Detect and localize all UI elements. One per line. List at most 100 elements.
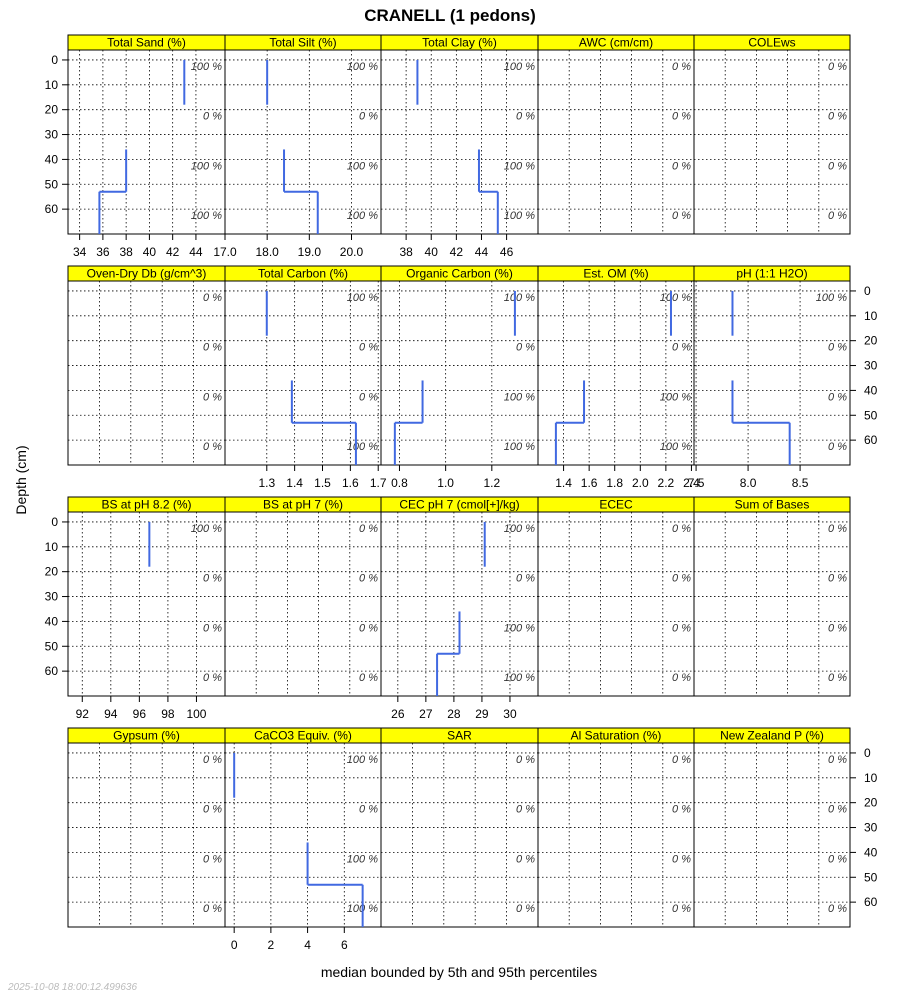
x-tick-label: 2.0 <box>632 476 649 490</box>
percent-label: 0 % <box>672 210 691 222</box>
percent-label: 0 % <box>359 342 378 354</box>
percent-label: 100 % <box>347 441 378 453</box>
panel-strip-label: Total Silt (%) <box>269 36 336 50</box>
panel-frame <box>537 511 695 697</box>
panel-frame <box>67 49 226 235</box>
x-tick-label: 30 <box>503 707 517 721</box>
y-axis-title: Depth (cm) <box>13 445 29 514</box>
percent-label: 100 % <box>504 61 535 73</box>
percent-label: 0 % <box>672 573 691 585</box>
depth-tick-label: 60 <box>45 664 59 678</box>
depth-tick-label: 30 <box>864 359 878 373</box>
panel-strip-label: pH (1:1 H2O) <box>736 267 807 281</box>
panel-strip-label: Oven-Dry Db (g/cm^3) <box>87 267 207 281</box>
percent-label: 0 % <box>203 342 222 354</box>
depth-tick-label: 50 <box>864 408 878 422</box>
x-tick-label: 46 <box>500 245 514 259</box>
percent-label: 0 % <box>359 523 378 535</box>
percent-label: 0 % <box>672 342 691 354</box>
x-tick-label: 27 <box>419 707 433 721</box>
panel-frame <box>380 742 539 928</box>
depth-tick-label: 50 <box>864 870 878 884</box>
x-tick-label: 38 <box>119 245 133 259</box>
depth-tick-label: 0 <box>51 515 58 529</box>
panel: BS at pH 8.2 (%)100 % 0 % 0 % 0 % 92 94 96 98 10… <box>67 496 226 721</box>
panel-frame <box>537 742 695 928</box>
x-tick-label: 8.0 <box>740 476 757 490</box>
depth-tick-label: 20 <box>864 796 878 810</box>
percent-label: 100 % <box>504 622 535 634</box>
panel: Oven-Dry Db (g/cm^3) 0 % 0 % 0 % 0 % <box>67 265 226 466</box>
panel: Sum of Bases 0 % 0 % 0 % 0 % <box>693 496 851 697</box>
depth-tick-label: 60 <box>864 433 878 447</box>
x-tick-label: 34 <box>73 245 87 259</box>
x-tick-label: 38 <box>399 245 413 259</box>
percent-label: 0 % <box>203 292 222 304</box>
percent-label: 0 % <box>828 61 847 73</box>
depth-tick-label: 40 <box>864 845 878 859</box>
panel-frame <box>693 511 851 697</box>
x-tick-label: 0 <box>231 938 238 952</box>
x-tick-label: 1.4 <box>555 476 572 490</box>
percent-label: 0 % <box>828 573 847 585</box>
panel-strip-label: Sum of Bases <box>735 498 810 512</box>
depth-tick-label: 0 <box>864 284 871 298</box>
percent-label: 0 % <box>828 342 847 354</box>
percent-label: 100 % <box>504 441 535 453</box>
x-tick-label: 1.6 <box>342 476 359 490</box>
x-tick-label: 1.2 <box>483 476 500 490</box>
percent-label: 100 % <box>504 292 535 304</box>
percent-label: 100 % <box>191 61 222 73</box>
panel-strip-label: New Zealand P (%) <box>720 729 824 743</box>
x-tick-label: 19.0 <box>298 245 322 259</box>
depth-tick-label: 30 <box>864 821 878 835</box>
percent-label: 0 % <box>828 210 847 222</box>
x-tick-label: 2 <box>268 938 275 952</box>
panel: pH (1:1 H2O) 100 % 0 % 0 % 0 % 7.5 8.0 8.5 <box>688 265 851 490</box>
panel: AWC (cm/cm) 0 % 0 % 0 % 0 % <box>537 34 695 235</box>
x-tick-label: 29 <box>475 707 489 721</box>
percent-label: 0 % <box>828 754 847 766</box>
percent-label: 0 % <box>828 391 847 403</box>
x-tick-label: 1.6 <box>581 476 598 490</box>
panel: Organic Carbon (%) 100 % 0 % 100 % 100 % 0.8 1… <box>380 265 539 490</box>
percent-label: 0 % <box>359 573 378 585</box>
panel-frame <box>380 49 539 235</box>
percent-label: 100 % <box>191 523 222 535</box>
panel-frame <box>693 280 851 466</box>
percent-label: 0 % <box>203 441 222 453</box>
depth-tick-label: 50 <box>45 639 59 653</box>
percent-label: 0 % <box>516 804 535 816</box>
x-tick-label: 1.5 <box>314 476 331 490</box>
percent-label: 100 % <box>347 61 378 73</box>
percent-label: 0 % <box>672 111 691 123</box>
x-tick-label: 40 <box>425 245 439 259</box>
panel-frame <box>537 49 695 235</box>
percent-label: 0 % <box>828 160 847 172</box>
x-tick-label: 96 <box>133 707 147 721</box>
depth-tick-label: 30 <box>45 590 59 604</box>
percent-label: 0 % <box>203 573 222 585</box>
x-tick-label: 6 <box>341 938 348 952</box>
x-tick-label: 44 <box>189 245 203 259</box>
panel-strip-label: SAR <box>447 729 472 743</box>
x-tick-label: 4 <box>304 938 311 952</box>
percent-label: 0 % <box>516 903 535 915</box>
panel: CaCO3 Equiv. (%)100 %0 %100 %100 %0 2 4 6 <box>224 727 382 952</box>
percent-label: 0 % <box>203 111 222 123</box>
percent-label: 100 % <box>347 754 378 766</box>
depth-tick-label: 10 <box>864 309 878 323</box>
percent-label: 0 % <box>359 804 378 816</box>
panel-strip-label: Total Carbon (%) <box>258 267 348 281</box>
chart-title: CRANELL (1 pedons) <box>364 6 536 25</box>
panel-strip-label: Total Clay (%) <box>422 36 497 50</box>
panel-strip-label: CaCO3 Equiv. (%) <box>254 729 352 743</box>
x-tick-label: 28 <box>447 707 461 721</box>
panel-strip-label: Al Saturation (%) <box>571 729 662 743</box>
percent-label: 100 % <box>504 523 535 535</box>
x-tick-label: 2.2 <box>658 476 675 490</box>
percent-label: 0 % <box>672 804 691 816</box>
panel: ECEC 0 % 0 % 0 % 0 % <box>537 496 695 697</box>
percent-label: 0 % <box>359 622 378 634</box>
percent-label: 0 % <box>203 903 222 915</box>
